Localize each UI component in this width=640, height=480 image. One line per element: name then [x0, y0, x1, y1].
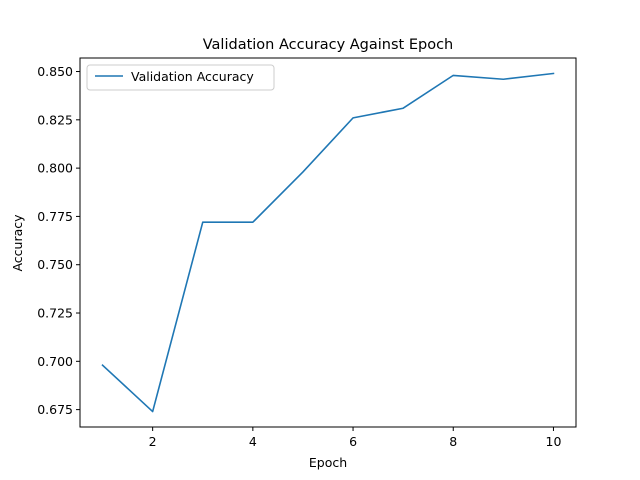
y-tick-label: 0.750	[37, 257, 73, 272]
chart-title: Validation Accuracy Against Epoch	[203, 37, 454, 53]
plot-area-frame	[79, 57, 577, 428]
y-tick-label: 0.850	[37, 64, 73, 79]
y-tick-label: 0.675	[37, 402, 73, 417]
legend: Validation Accuracy	[86, 64, 275, 91]
x-tick-label: 6	[349, 434, 357, 449]
y-tick-label: 0.800	[37, 161, 73, 176]
x-tick-label: 2	[149, 434, 157, 449]
y-tick-label: 0.700	[37, 354, 73, 369]
series-line-validation-accuracy	[101, 72, 555, 413]
series-layer	[101, 72, 555, 413]
legend-label-validation-accuracy: Validation Accuracy	[131, 69, 254, 84]
y-tick-label: 0.725	[37, 306, 73, 321]
y-axis-label: Accuracy	[10, 214, 25, 272]
x-tick-label: 8	[449, 434, 457, 449]
y-axis-ticks: 0.675 0.700 0.725 0.750 0.775 0.800 0.825 0.850	[37, 64, 80, 417]
x-tick-label: 10	[546, 434, 562, 449]
legend-box	[86, 64, 275, 91]
x-axis-ticks: 2 4 6 8 10	[149, 427, 562, 449]
y-tick-label: 0.825	[37, 112, 73, 127]
x-axis-label: Epoch	[309, 455, 347, 470]
x-tick-label: 4	[249, 434, 257, 449]
y-tick-label: 0.775	[37, 209, 73, 224]
